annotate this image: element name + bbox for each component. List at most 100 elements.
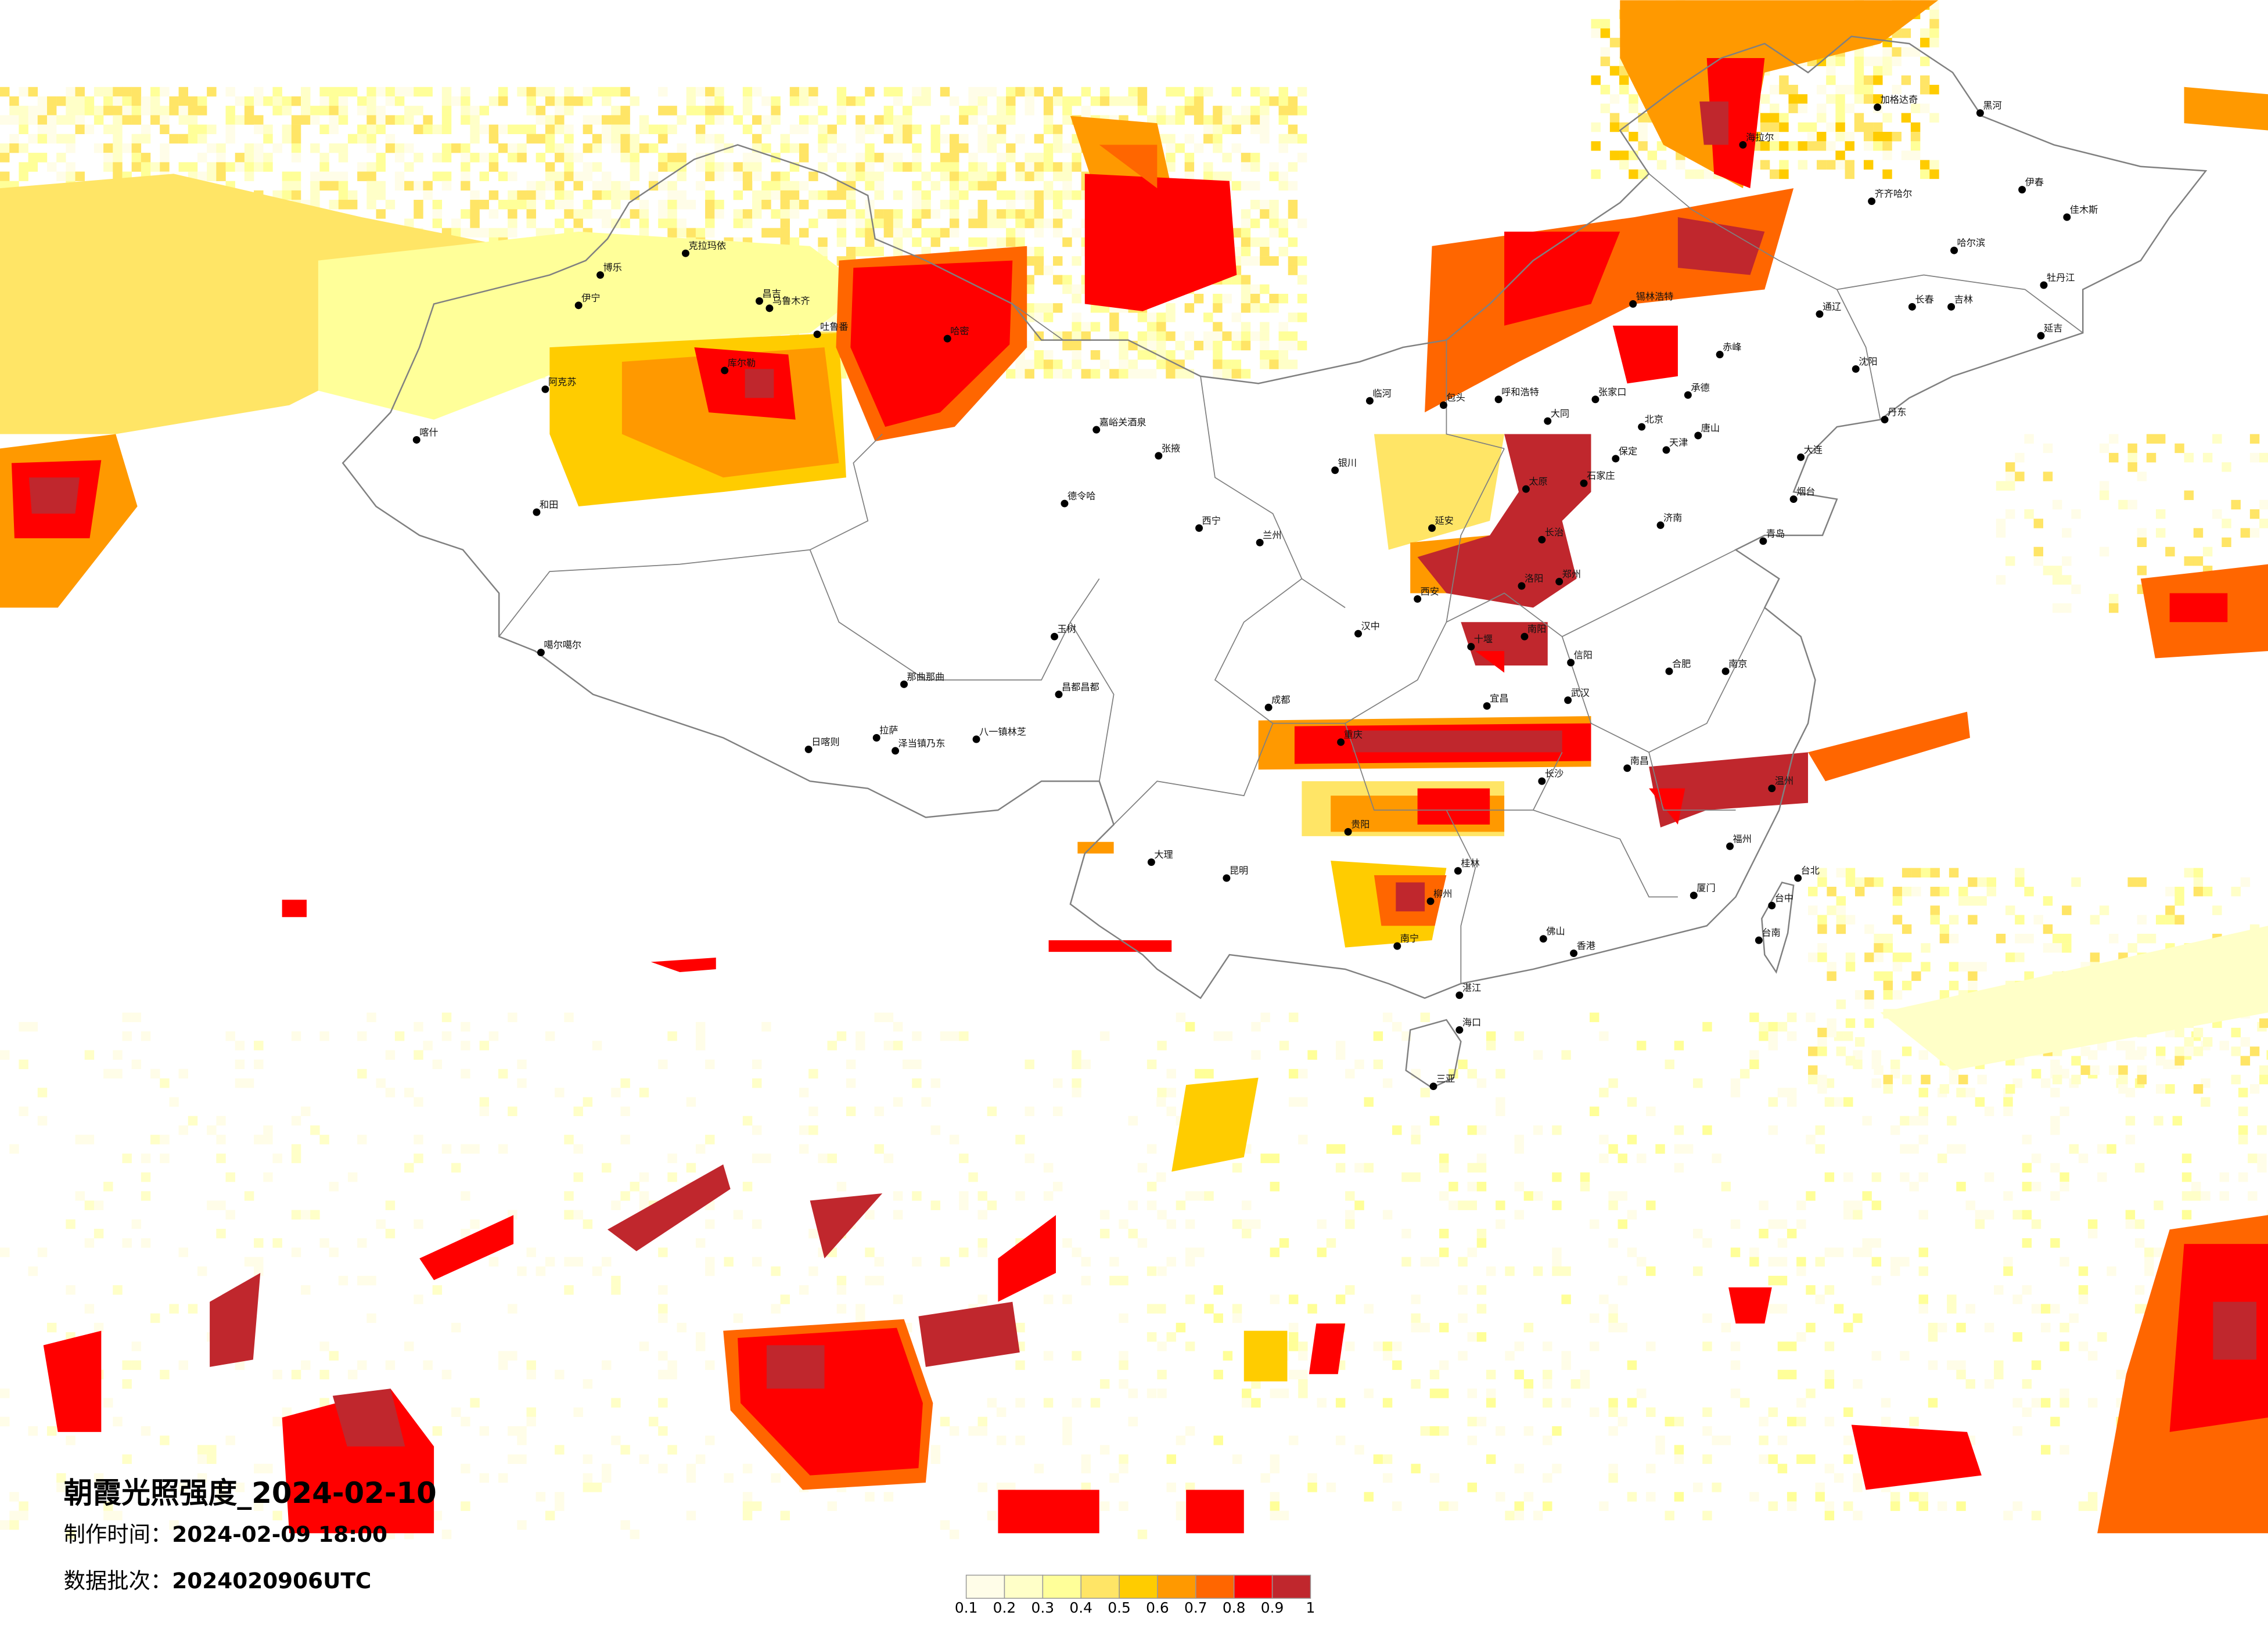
heat-cell xyxy=(1881,1416,1891,1427)
heat-cell xyxy=(1099,87,1110,97)
heat-cell xyxy=(2059,1322,2069,1333)
heat-cell xyxy=(1231,115,1242,125)
heat-cell xyxy=(28,1266,38,1276)
heat-cell xyxy=(799,96,809,106)
heat-cell xyxy=(799,1125,809,1135)
heat-cell xyxy=(996,209,1007,219)
heat-cell xyxy=(1278,350,1288,360)
city: 赤峰 xyxy=(1716,341,1741,359)
city-label: 沈阳 xyxy=(1859,356,1877,367)
heat-cell xyxy=(508,1012,517,1023)
heat-cell xyxy=(113,153,123,163)
heat-cell xyxy=(1882,113,1892,123)
heat-cell xyxy=(705,1219,715,1229)
heat-cell xyxy=(949,96,959,106)
heat-cell xyxy=(1043,1191,1054,1201)
production-time-value: 2024-02-09 18:00 xyxy=(172,1521,387,1547)
heat-cell xyxy=(1561,1266,1571,1276)
city-dot xyxy=(1051,632,1059,641)
city: 大连 xyxy=(1797,444,1823,461)
heat-cell xyxy=(2005,1084,2015,1094)
heat-cell xyxy=(216,153,226,163)
heat-cell xyxy=(508,200,517,210)
heat-cell xyxy=(1909,1144,1919,1154)
heat-cell xyxy=(912,1031,922,1041)
heat-cell xyxy=(940,1416,950,1427)
heat-cell xyxy=(1949,933,1959,944)
heat-cell xyxy=(1157,1088,1167,1098)
heat-cell xyxy=(376,153,386,163)
heat-cell xyxy=(1420,1088,1430,1098)
heat-cell xyxy=(19,115,28,125)
heat-cell xyxy=(1250,181,1260,191)
heat-cell xyxy=(488,153,499,163)
heat-cell xyxy=(1777,1275,1788,1286)
heat-cell xyxy=(169,1097,179,1107)
heat-cell xyxy=(1288,200,1298,210)
heat-cell xyxy=(630,143,640,153)
heat-cell xyxy=(1439,1228,1449,1239)
heat-cell xyxy=(564,153,574,163)
heat-cell xyxy=(414,153,423,163)
heat-cell xyxy=(611,1088,621,1098)
heat-cell xyxy=(479,1426,490,1436)
heat-cell xyxy=(1297,134,1307,144)
heat-cell xyxy=(742,1501,753,1511)
heat-cell xyxy=(1269,218,1279,228)
city-label: 齐齐哈尔 xyxy=(1875,188,1913,199)
heat-cell xyxy=(1213,143,1223,153)
heat-cell xyxy=(2174,443,2184,454)
heat-cell xyxy=(1053,256,1063,266)
heat-cell xyxy=(56,115,66,125)
heat-cell xyxy=(1072,312,1081,322)
heat-cell xyxy=(1137,106,1148,116)
heat-cell xyxy=(28,1021,38,1032)
heat-cell xyxy=(1270,1454,1280,1464)
heat-cell xyxy=(1674,1125,1684,1135)
heat-cell xyxy=(160,115,170,125)
heat-cell xyxy=(470,209,480,219)
heat-cell xyxy=(46,106,57,116)
heat-cell xyxy=(949,162,959,172)
heat-cell xyxy=(1901,150,1911,160)
heat-cell xyxy=(347,1172,358,1182)
heat-cell xyxy=(84,1135,95,1145)
heat-region xyxy=(1077,841,1114,854)
city-dot xyxy=(765,304,774,312)
heat-cell xyxy=(1591,19,1601,29)
heat-cell xyxy=(338,115,348,125)
heat-cell xyxy=(2116,1369,2126,1380)
heat-cell xyxy=(56,96,66,106)
heat-cell xyxy=(526,124,536,134)
heat-cell xyxy=(2174,1056,2184,1066)
heat-cell xyxy=(1996,575,2006,585)
heat-cell xyxy=(1392,1360,1402,1370)
heat-cell xyxy=(564,1191,574,1201)
heat-cell xyxy=(366,1012,376,1023)
heat-cell xyxy=(602,1257,612,1267)
heat-cell xyxy=(1467,1388,1477,1398)
heat-cell xyxy=(1808,1074,1818,1085)
heat-cell xyxy=(423,115,433,125)
heat-cell xyxy=(2259,1074,2268,1085)
heat-cell xyxy=(1636,1153,1647,1163)
heat-cell xyxy=(968,153,978,163)
heat-cell xyxy=(498,143,508,153)
heat-cell xyxy=(789,190,800,200)
heat-cell xyxy=(1843,1200,1853,1210)
heat-cell xyxy=(959,181,969,191)
heat-cell xyxy=(620,143,630,153)
heat-cell xyxy=(1808,1046,1818,1056)
city-label: 成都 xyxy=(1271,695,1290,706)
heat-cell xyxy=(479,1097,490,1107)
heat-cell xyxy=(949,153,959,163)
heat-cell xyxy=(2031,1510,2041,1521)
heat-cell xyxy=(1600,103,1611,113)
city-label: 保定 xyxy=(1619,445,1637,456)
heat-cell xyxy=(1231,359,1242,369)
heat-cell xyxy=(2137,528,2147,538)
heat-cell xyxy=(1845,868,1856,878)
heat-cell xyxy=(1279,1510,1289,1521)
heat-cell xyxy=(404,106,414,116)
city: 洛阳 xyxy=(1518,573,1543,590)
